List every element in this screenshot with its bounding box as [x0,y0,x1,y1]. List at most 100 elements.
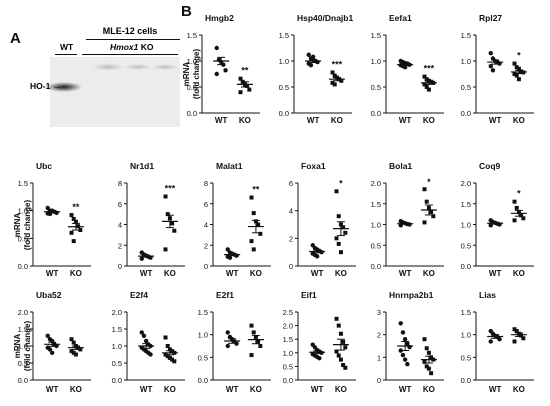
data-point-wt [488,339,493,344]
data-point-wt [139,330,144,335]
data-point-ko [341,363,346,368]
panel-title: Rpl27 [479,13,502,23]
data-point-ko [165,344,170,348]
data-point-wt [398,348,403,353]
x-tick-label-ko: KO [335,385,347,394]
y-tick-label: 0.5 [18,234,28,243]
data-point-wt [488,63,493,69]
x-tick-label-ko: KO [250,385,262,394]
x-tick-label-wt: WT [489,116,502,125]
data-point-ko [514,205,519,210]
data-point-ko [258,231,263,236]
y-axis-title-line1: mRNA [13,334,22,359]
data-point-ko [256,339,261,344]
data-point-ko [429,79,434,84]
data-point-ko [71,350,76,355]
y-tick-label: 0 [118,262,122,271]
x-tick-label-ko: KO [513,385,525,394]
data-point-ko [422,220,427,225]
x-tick-label-wt: WT [399,269,412,278]
x-tick-label-wt: WT [226,269,239,278]
lane-label-ko: Hmox1 KO [110,42,153,52]
data-point-ko [73,219,78,224]
panel-title: Bola1 [389,161,412,171]
y-tick-label: 1.5 [283,335,293,344]
panel-title: Hnrnpa2b1 [389,290,434,300]
data-point-ko [521,336,526,341]
data-point-wt [400,352,406,358]
significance-marker: ** [241,66,249,76]
data-point-ko [343,365,348,370]
data-point-ko [69,337,74,342]
x-tick-label-wt: WT [399,385,412,394]
panel-label-a: A [10,30,21,47]
faint-band-ko-1 [92,63,124,71]
data-point-ko [251,211,256,216]
y-tick-label: 1.0 [112,342,122,351]
data-point-ko [258,344,263,348]
faint-band-ko-2 [124,64,152,70]
data-point-ko [512,218,517,223]
x-tick-label-wt: WT [46,385,59,394]
panel-label-b: B [181,3,192,20]
data-point-ko [424,364,429,369]
y-tick-label: 0.0 [371,109,381,118]
data-point-ko [247,87,252,92]
data-point-ko [163,335,168,340]
y-tick-label: 0.0 [279,109,289,118]
data-point-ko [165,212,170,217]
data-point-wt [497,337,502,342]
data-point-ko [170,221,175,226]
data-point-wt [47,347,53,352]
y-tick-label: 1.5 [112,325,122,334]
data-point-ko [332,82,337,87]
y-tick-label: 1.5 [461,31,471,40]
data-point-ko [336,241,341,246]
x-tick-label-ko: KO [513,116,525,125]
data-point-wt [314,254,320,259]
data-point-wt [319,249,324,255]
panel-title: Foxa1 [301,161,326,171]
y-tick-label: 8 [204,179,208,188]
significance-marker: ** [252,185,260,195]
data-point-ko [341,339,346,344]
panel-title: Nr1d1 [130,161,154,171]
data-point-ko [167,355,172,360]
data-point-wt [402,337,408,342]
data-point-ko [521,216,526,221]
data-point-ko [249,195,254,200]
x-tick-label-wt: WT [311,269,324,278]
data-point-ko [163,194,168,199]
data-point-wt [405,341,410,346]
data-point-wt [308,62,314,68]
y-tick-label: 0 [377,376,381,385]
y-tick-label: 1.0 [283,349,293,358]
data-point-wt [400,330,406,335]
data-point-wt [45,333,50,338]
data-point-ko [167,347,172,352]
panel-title: Hsp40/Dnajb1 [297,13,353,23]
data-point-ko [422,74,427,79]
ho1-band-wt [46,82,82,92]
panel-title: Eif1 [301,290,317,300]
data-point-wt [317,356,322,361]
panel-title: E2f1 [216,290,234,300]
x-tick-label-ko: KO [70,269,82,278]
y-tick-label: 0.0 [283,376,293,385]
x-tick-label-ko: KO [250,269,262,278]
y-tick-label: 0.5 [18,359,28,368]
gel-image [46,57,180,127]
ho1-label-text: HO-1 [30,81,51,91]
y-tick-label: 1.0 [461,331,471,340]
data-point-wt [225,343,230,349]
data-point-ko [330,70,335,75]
y-tick-label: 0.5 [187,83,197,92]
data-point-wt [306,52,311,57]
y-tick-label: 1.5 [461,200,471,209]
y-tick-label: 1.0 [18,342,28,351]
y-tick-label: 1.5 [187,31,197,40]
significance-marker: ** [72,202,80,212]
faint-band-ko-3 [152,64,178,70]
y-tick-label: 1.5 [18,325,28,334]
